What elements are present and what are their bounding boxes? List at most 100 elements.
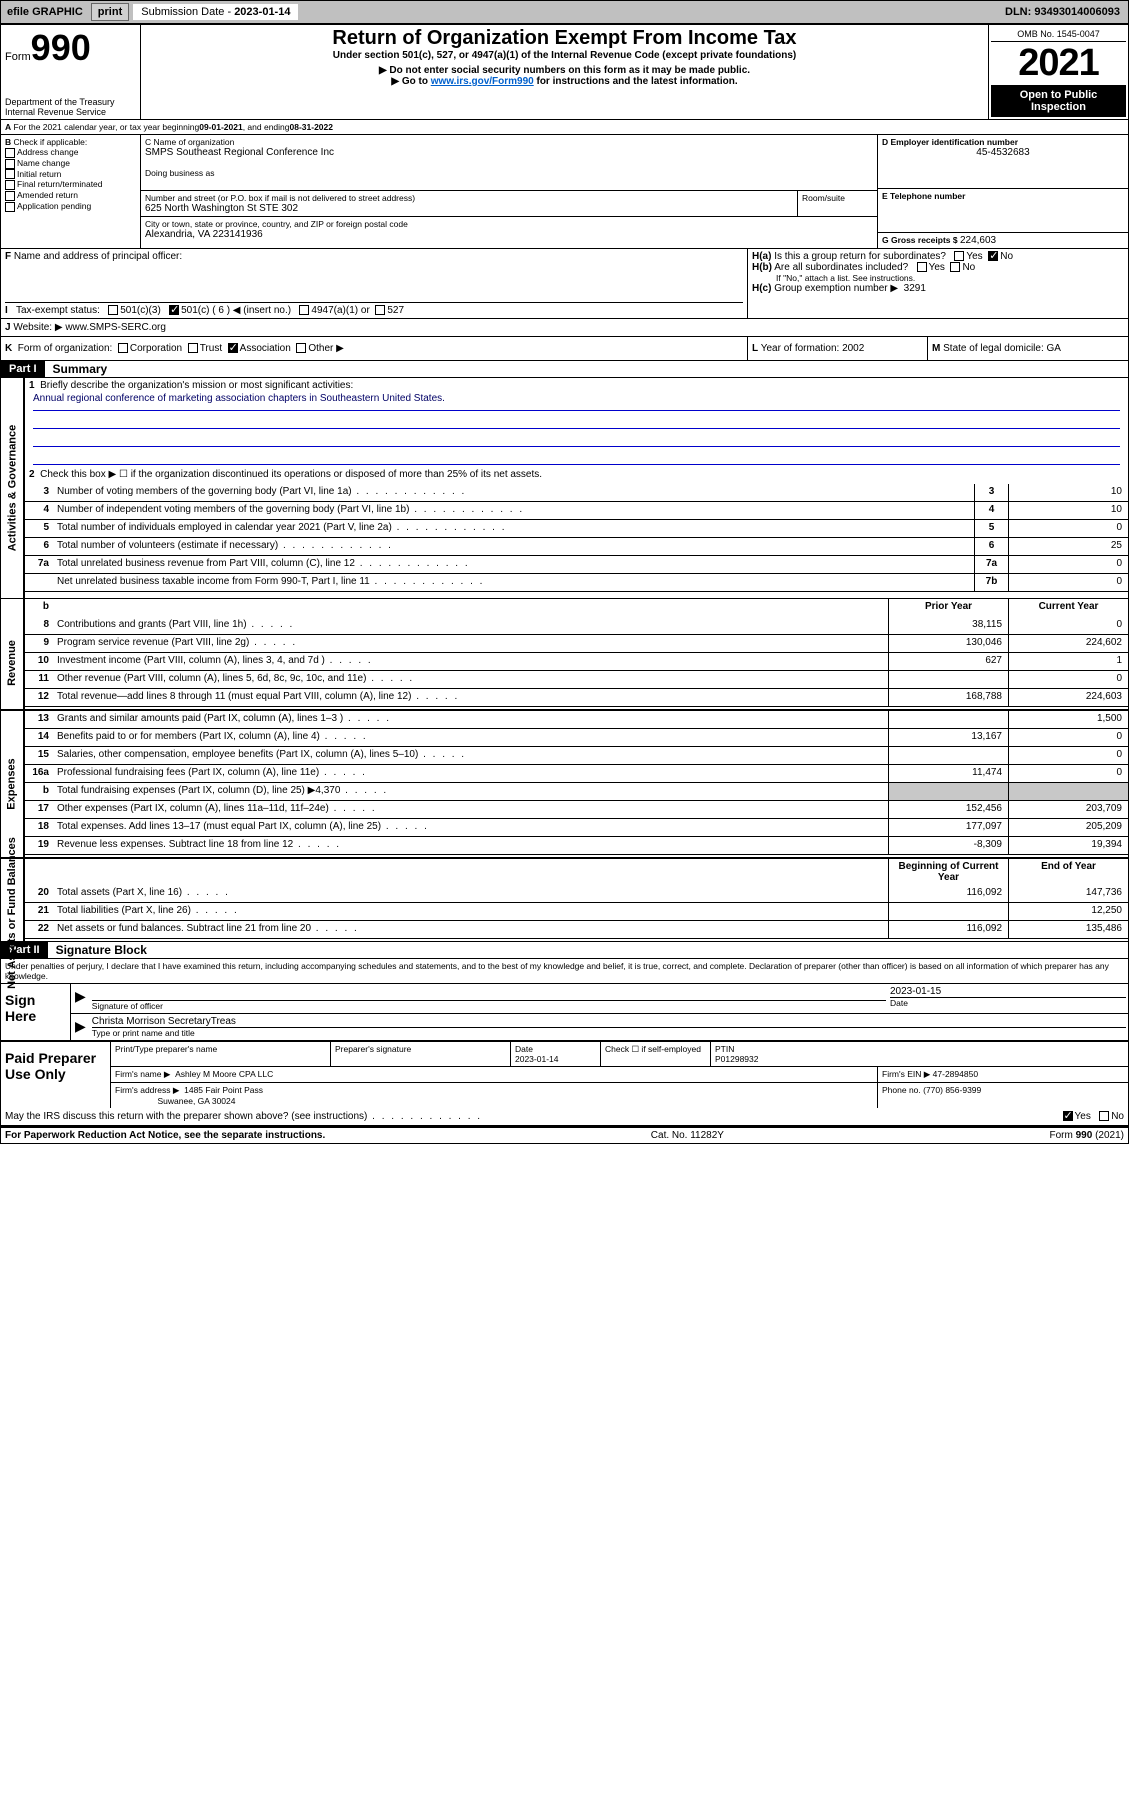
curr-year-hdr: Current Year bbox=[1008, 599, 1128, 617]
line-number: 10 bbox=[25, 653, 53, 670]
cb-initial-return[interactable] bbox=[5, 169, 15, 179]
cb-527[interactable] bbox=[375, 305, 385, 315]
cb-app-pending[interactable] bbox=[5, 202, 15, 212]
topbar: efile GRAPHIC print Submission Date - 20… bbox=[0, 0, 1129, 24]
instructions-link[interactable]: www.irs.gov/Form990 bbox=[431, 76, 534, 87]
summary-governance: Activities & Governance 1 Briefly descri… bbox=[1, 377, 1128, 598]
hb-label: H(b) bbox=[752, 262, 772, 273]
a-text: For the 2021 calendar year, or tax year … bbox=[14, 122, 200, 132]
line-number bbox=[25, 574, 53, 591]
cb-4947[interactable] bbox=[299, 305, 309, 315]
sig-officer-label: Signature of officer bbox=[92, 1000, 886, 1011]
cb-corp[interactable] bbox=[118, 343, 128, 353]
footer: For Paperwork Reduction Act Notice, see … bbox=[1, 1126, 1128, 1143]
cb-501c[interactable] bbox=[169, 305, 179, 315]
line-text: Grants and similar amounts paid (Part IX… bbox=[53, 711, 888, 728]
arrow-icon: ▶ bbox=[71, 984, 90, 1013]
line-number: 22 bbox=[25, 921, 53, 938]
line-text: Professional fundraising fees (Part IX, … bbox=[53, 765, 888, 782]
cb-assoc[interactable] bbox=[228, 343, 238, 353]
cb-amended[interactable] bbox=[5, 191, 15, 201]
prior-value: 116,092 bbox=[888, 921, 1008, 938]
b-check-label: Check if applicable: bbox=[14, 137, 88, 147]
vside-governance: Activities & Governance bbox=[1, 378, 25, 598]
ha-label: H(a) bbox=[752, 251, 771, 262]
form-number: 990 bbox=[31, 27, 91, 68]
prior-value bbox=[888, 711, 1008, 728]
hb-note: If "No," attach a list. See instructions… bbox=[752, 273, 1124, 283]
current-value bbox=[1008, 783, 1128, 800]
summary-net-hdr: Beginning of Current Year End of Year bbox=[1, 857, 1128, 885]
irs-label: Internal Revenue Service bbox=[5, 107, 136, 117]
cb-501c3[interactable] bbox=[108, 305, 118, 315]
m-label: M bbox=[932, 343, 940, 354]
q2-text: Check this box ▶ ☐ if the organization d… bbox=[40, 469, 542, 480]
current-value: 0 bbox=[1008, 747, 1128, 764]
cb-address-change[interactable] bbox=[5, 148, 15, 158]
cb-other[interactable] bbox=[296, 343, 306, 353]
submission-date-field: Submission Date - 2023-01-14 bbox=[133, 4, 298, 20]
summary-line: 4 Number of independent voting members o… bbox=[25, 502, 1128, 520]
dept-label: Department of the Treasury bbox=[5, 97, 136, 107]
prep-date: 2023-01-14 bbox=[515, 1054, 558, 1064]
part-ii-header: Part II Signature Block bbox=[1, 941, 1128, 958]
row-i: I Tax-exempt status: 501(c)(3) 501(c) ( … bbox=[5, 302, 743, 316]
i-527: 527 bbox=[387, 305, 404, 316]
cb-name-change[interactable] bbox=[5, 159, 15, 169]
prior-value bbox=[888, 903, 1008, 920]
hc-text: Group exemption number ▶ bbox=[774, 283, 898, 294]
city-label: City or town, state or province, country… bbox=[145, 219, 873, 229]
summary-line: 19 Revenue less expenses. Subtract line … bbox=[25, 837, 1128, 855]
line-number: 9 bbox=[25, 635, 53, 652]
line-number: 11 bbox=[25, 671, 53, 688]
summary-line: 3 Number of voting members of the govern… bbox=[25, 484, 1128, 502]
prior-value bbox=[888, 747, 1008, 764]
line-box: 6 bbox=[974, 538, 1008, 555]
subtitle-3: ▶ Go to www.irs.gov/Form990 for instruct… bbox=[147, 76, 982, 87]
dln-value: 93493014006093 bbox=[1034, 6, 1120, 18]
line-value: 10 bbox=[1008, 502, 1128, 519]
cb-hb-no[interactable] bbox=[950, 262, 960, 272]
dln-label: DLN: bbox=[1005, 6, 1034, 18]
current-value: 0 bbox=[1008, 617, 1128, 634]
current-value: 203,709 bbox=[1008, 801, 1128, 818]
print-button[interactable]: print bbox=[91, 3, 129, 21]
summary-net: Net Assets or Fund Balances 20 Total ass… bbox=[1, 885, 1128, 941]
line-number: 8 bbox=[25, 617, 53, 634]
open-inspection: Open to Public Inspection bbox=[991, 85, 1126, 117]
subtitle-2: ▶ Do not enter social security numbers o… bbox=[147, 65, 982, 76]
summary-line: 15 Salaries, other compensation, employe… bbox=[25, 747, 1128, 765]
efile-label: efile GRAPHIC bbox=[3, 6, 87, 18]
prior-year-hdr: Prior Year bbox=[888, 599, 1008, 617]
cb-irs-no[interactable] bbox=[1099, 1111, 1109, 1121]
current-value: 12,250 bbox=[1008, 903, 1128, 920]
line-text: Number of independent voting members of … bbox=[53, 502, 974, 519]
print-name-label: Print/Type preparer's name bbox=[111, 1042, 331, 1066]
line-number: 20 bbox=[25, 885, 53, 902]
cb-final-return[interactable] bbox=[5, 180, 15, 190]
current-value: 19,394 bbox=[1008, 837, 1128, 854]
i-501c: 501(c) ( 6 ) ◀ (insert no.) bbox=[181, 305, 291, 316]
declaration: Under penalties of perjury, I declare th… bbox=[1, 958, 1128, 983]
cb-hb-yes[interactable] bbox=[917, 262, 927, 272]
website-value: www.SMPS-SERC.org bbox=[65, 322, 166, 333]
cb-ha-yes[interactable] bbox=[954, 251, 964, 261]
b-item-0: Address change bbox=[17, 147, 78, 157]
col-deg: D Employer identification number 45-4532… bbox=[878, 135, 1128, 248]
summary-dual-hdr: b Prior Year Current Year bbox=[1, 598, 1128, 617]
prior-value bbox=[888, 783, 1008, 800]
cb-trust[interactable] bbox=[188, 343, 198, 353]
cb-ha-no[interactable] bbox=[988, 251, 998, 261]
header-right: OMB No. 1545-0047 2021 Open to Public In… bbox=[988, 25, 1128, 119]
street-address: 625 North Washington St STE 302 bbox=[145, 203, 793, 214]
i-4947: 4947(a)(1) or bbox=[311, 305, 369, 316]
pra-notice: For Paperwork Reduction Act Notice, see … bbox=[5, 1130, 325, 1141]
current-value: 0 bbox=[1008, 765, 1128, 782]
prior-value: 13,167 bbox=[888, 729, 1008, 746]
room-label: Room/suite bbox=[802, 193, 873, 203]
line-text: Total revenue—add lines 8 through 11 (mu… bbox=[53, 689, 888, 706]
summary-line: 14 Benefits paid to or for members (Part… bbox=[25, 729, 1128, 747]
vside-net: Net Assets or Fund Balances bbox=[1, 885, 25, 941]
cb-irs-yes[interactable] bbox=[1063, 1111, 1073, 1121]
prior-value: 38,115 bbox=[888, 617, 1008, 634]
